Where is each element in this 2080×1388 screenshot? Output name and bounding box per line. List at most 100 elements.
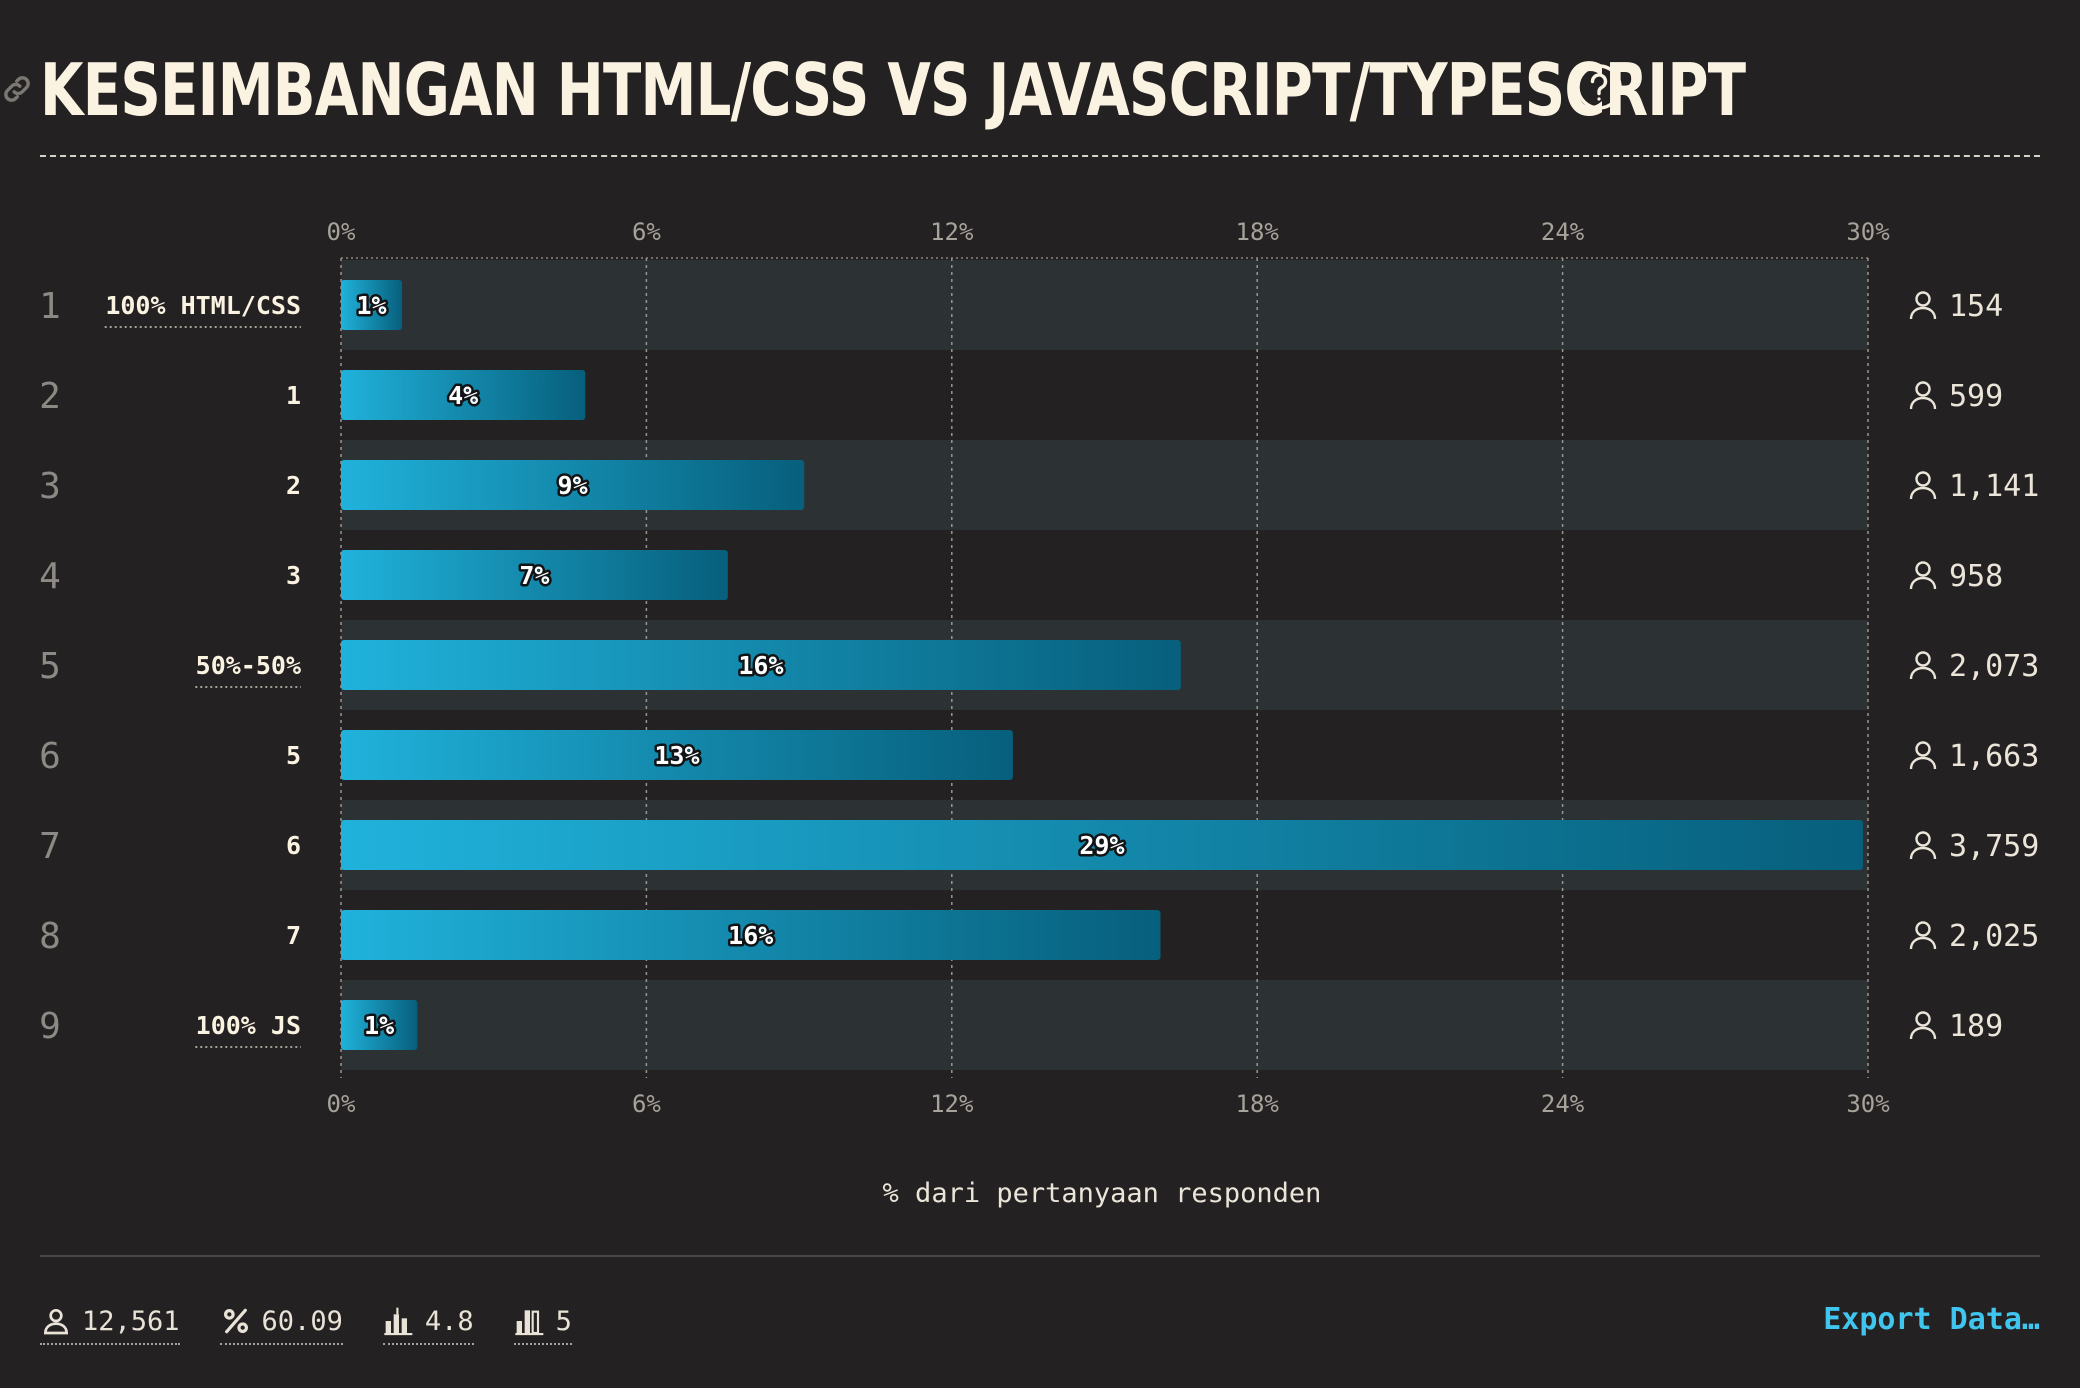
respondent-count: 1,141 xyxy=(1949,469,2039,504)
x-tick-label-bottom: 30% xyxy=(1846,1090,1890,1118)
header-divider xyxy=(40,155,2040,157)
average-icon xyxy=(384,1307,413,1336)
x-tick-label-bottom: 18% xyxy=(1236,1090,1280,1118)
x-tick-label-bottom: 6% xyxy=(632,1090,661,1118)
person-icon-head xyxy=(1915,651,1931,667)
x-tick-label-top: 18% xyxy=(1236,218,1280,246)
bar-chart: 0%0%6%6%12%12%18%18%24%24%30%30% 1 100% H… xyxy=(39,218,2039,1209)
person-icon xyxy=(1909,471,1937,500)
respondent-count: 1,663 xyxy=(1949,739,2039,774)
person-icon-head xyxy=(1915,471,1931,487)
person-icon xyxy=(1909,561,1937,590)
row-number: 8 xyxy=(39,916,61,957)
row-number: 3 xyxy=(39,466,61,507)
person-icon xyxy=(1909,831,1937,860)
person-icon-body xyxy=(1909,486,1937,500)
category-label: 1 xyxy=(286,381,301,410)
bar-value-label: 16% xyxy=(728,921,773,950)
summary-stats: 12,561 60.09 4.8 5 xyxy=(40,1300,572,1350)
x-tick-label-bottom: 0% xyxy=(327,1090,356,1118)
respondent-count: 3,759 xyxy=(1949,829,2039,864)
category-label: 50%-50% xyxy=(196,651,301,680)
person-icon-head xyxy=(1915,561,1931,577)
x-axis-title: % dari pertanyaan responden xyxy=(883,1178,1322,1209)
person-icon-head xyxy=(1915,291,1931,307)
person-icon-body xyxy=(1909,576,1937,590)
bar xyxy=(341,1000,418,1050)
row-number: 2 xyxy=(39,376,61,417)
person-icon-body xyxy=(1909,1026,1937,1040)
person-icon-head xyxy=(1915,921,1931,937)
bar xyxy=(341,910,1161,960)
category-label: 3 xyxy=(286,561,301,590)
x-tick-label-bottom: 12% xyxy=(930,1090,974,1118)
person-icon xyxy=(1909,921,1937,950)
row-number: 4 xyxy=(39,556,61,597)
stat-respondents[interactable]: 12,561 xyxy=(40,1305,180,1345)
export-data-link[interactable]: Export Data… xyxy=(1823,1302,2040,1337)
stat-percent-value: 60.09 xyxy=(261,1305,343,1337)
stat-average[interactable]: 4.8 xyxy=(382,1305,474,1345)
bar xyxy=(341,640,1181,690)
help-icon[interactable] xyxy=(1574,62,1624,112)
person-icon-body xyxy=(1909,666,1937,680)
respondent-count: 599 xyxy=(1949,379,2003,414)
row-number: 1 xyxy=(39,286,61,327)
x-tick-label-bottom: 24% xyxy=(1541,1090,1585,1118)
respondents-icon xyxy=(43,1309,69,1335)
person-icon-head xyxy=(1915,741,1931,757)
category-label: 100% JS xyxy=(196,1011,301,1040)
person-icon-head xyxy=(1915,1011,1931,1027)
bar xyxy=(341,460,805,510)
bar xyxy=(341,280,403,330)
bar-value-label: 13% xyxy=(654,741,699,770)
person-icon-body xyxy=(1909,756,1937,770)
respondent-count: 189 xyxy=(1949,1009,2003,1044)
respondent-count: 958 xyxy=(1949,559,2003,594)
x-tick-label-top: 0% xyxy=(327,218,356,246)
person-icon-head xyxy=(1915,381,1931,397)
bar-value-label: 4% xyxy=(448,381,478,410)
x-tick-label-top: 12% xyxy=(930,218,974,246)
bar-value-label: 29% xyxy=(1079,831,1124,860)
bar-value-label: 7% xyxy=(519,561,549,590)
stat-respondents-value: 12,561 xyxy=(82,1305,180,1337)
stat-median[interactable]: 5 xyxy=(513,1305,572,1345)
chart-title: KESEIMBANGAN HTML/CSS VS JAVASCRIPT/TYPE… xyxy=(40,48,1746,132)
stat-percent[interactable]: 60.09 xyxy=(219,1305,343,1345)
row-band xyxy=(341,260,1868,350)
category-label: 100% HTML/CSS xyxy=(105,291,301,320)
person-icon xyxy=(1909,291,1937,320)
row-number: 5 xyxy=(39,646,61,687)
bar-value-label: 1% xyxy=(356,291,386,320)
row-band xyxy=(341,980,1868,1070)
person-icon xyxy=(1909,651,1937,680)
stat-average-value: 4.8 xyxy=(424,1305,474,1337)
respondent-count: 2,073 xyxy=(1949,649,2039,684)
bar-value-label: 9% xyxy=(558,471,588,500)
row-number: 9 xyxy=(39,1006,61,1047)
bar xyxy=(341,820,1863,870)
bar-value-label: 1% xyxy=(364,1011,394,1040)
person-icon xyxy=(1909,741,1937,770)
category-label: 5 xyxy=(286,741,301,770)
bar xyxy=(341,370,586,420)
category-label: 7 xyxy=(286,921,301,950)
x-tick-label-top: 6% xyxy=(632,218,661,246)
respondent-count: 154 xyxy=(1949,289,2003,324)
person-icon xyxy=(1909,381,1937,410)
footer-divider xyxy=(40,1255,2040,1257)
median-icon xyxy=(514,1310,543,1336)
chart-header: KESEIMBANGAN HTML/CSS VS JAVASCRIPT/TYPE… xyxy=(4,36,2040,156)
bar-value-label: 16% xyxy=(738,651,783,680)
person-icon-head xyxy=(1915,831,1931,847)
link-icon[interactable] xyxy=(0,72,34,106)
person-icon xyxy=(1909,1011,1937,1040)
bar xyxy=(341,730,1013,780)
person-icon-body xyxy=(1909,306,1937,320)
row-number: 7 xyxy=(39,826,61,867)
category-label: 6 xyxy=(286,831,301,860)
person-icon-body xyxy=(1909,396,1937,410)
stat-median-value: 5 xyxy=(555,1305,572,1337)
x-tick-label-top: 24% xyxy=(1541,218,1585,246)
